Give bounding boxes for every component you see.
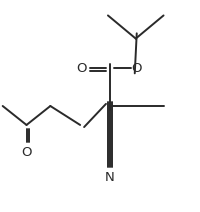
Text: N: N bbox=[105, 171, 115, 184]
Text: O: O bbox=[76, 62, 86, 75]
Text: O: O bbox=[21, 146, 32, 159]
Text: O: O bbox=[131, 62, 142, 75]
